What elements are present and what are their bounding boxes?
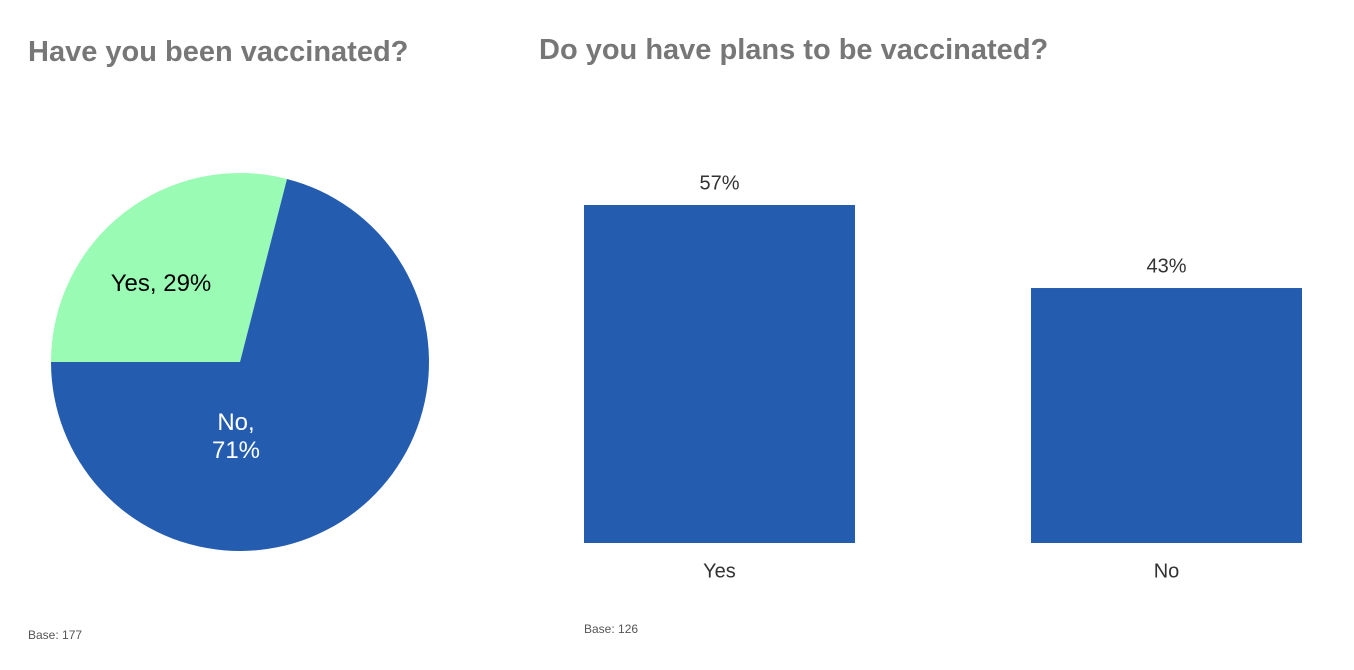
base-note: Base: 177 bbox=[28, 628, 83, 642]
slice-label: Yes, 29% bbox=[110, 270, 212, 297]
x-tick-label: No bbox=[1153, 560, 1180, 583]
chart-title: Have you been vaccinated? bbox=[28, 36, 409, 68]
chart-title: Do you have plans to be vaccinated? bbox=[539, 34, 1049, 66]
bar bbox=[584, 205, 855, 543]
bar bbox=[1031, 288, 1302, 543]
pie-slice bbox=[51, 178, 429, 551]
value-label: 57% bbox=[699, 172, 740, 195]
x-tick-label: Yes bbox=[703, 560, 736, 583]
base-note: Base: 126 bbox=[584, 622, 639, 636]
value-label: 43% bbox=[1146, 255, 1187, 278]
pie-slice bbox=[51, 172, 288, 362]
slice-label: No, 71% bbox=[211, 409, 261, 464]
